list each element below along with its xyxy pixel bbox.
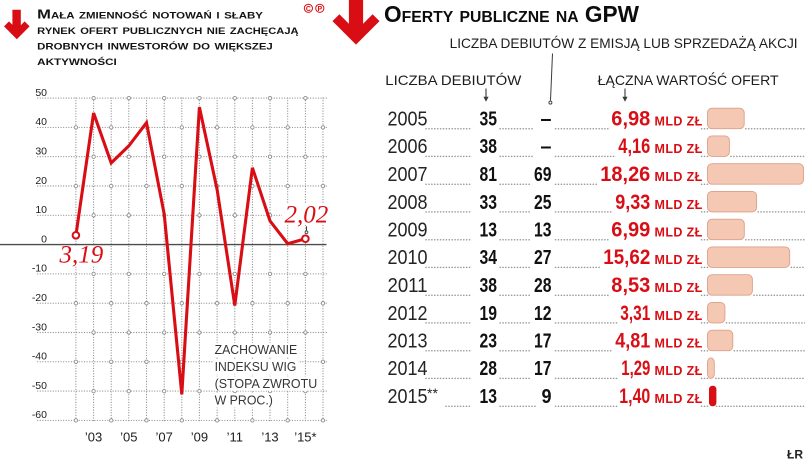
svg-text:2009: 2009 [388,220,428,242]
svg-text:35: 35 [480,109,498,131]
svg-text:**: ** [427,385,438,401]
svg-text:’07: ’07 [156,430,173,445]
svg-text:-40: -40 [32,351,47,363]
svg-text:MLD ZŁ: MLD ZŁ [655,364,703,378]
svg-text:MLD ZŁ: MLD ZŁ [655,309,703,323]
svg-text:30: 30 [35,146,47,158]
svg-text:6,98: 6,98 [611,107,650,131]
svg-text:2012: 2012 [388,303,428,325]
svg-text:ŁR: ŁR [787,448,803,460]
svg-text:12: 12 [534,303,552,325]
svg-text:(STOPA ZWROTU: (STOPA ZWROTU [215,376,318,391]
svg-text:ŁĄCZNA WARTOŚĆ OFERT: ŁĄCZNA WARTOŚĆ OFERT [598,71,779,88]
svg-text:19: 19 [480,303,498,325]
svg-text:C: C [306,6,311,13]
svg-text:50: 50 [35,87,47,99]
svg-text:3,19: 3,19 [59,242,104,269]
svg-text:ZACHOWANIE: ZACHOWANIE [215,342,298,357]
svg-text:’03: ’03 [85,430,102,445]
svg-text:LICZBA DEBIUTÓW Z EMISJĄ LUB S: LICZBA DEBIUTÓW Z EMISJĄ LUB SPRZEDAŻĄ A… [450,34,798,51]
svg-text:38: 38 [480,275,498,297]
svg-text:MLD ZŁ: MLD ZŁ [655,198,703,212]
svg-text:’11: ’11 [227,430,243,445]
svg-text:2013: 2013 [388,331,428,353]
svg-text:28: 28 [534,275,552,297]
svg-text:–: – [540,136,551,158]
svg-text:40: 40 [35,116,47,128]
svg-text:-30: -30 [32,321,47,333]
svg-text:2008: 2008 [388,192,428,214]
svg-text:81: 81 [480,164,498,186]
svg-text:27: 27 [534,247,552,269]
svg-text:drobnych inwestorów do większe: drobnych inwestorów do większej [37,37,273,52]
svg-text:-10: -10 [32,263,47,275]
svg-text:–: – [540,109,551,131]
svg-text:aktywności: aktywności [37,53,117,68]
svg-text:MLD ZŁ: MLD ZŁ [655,253,703,267]
svg-text:2011: 2011 [388,275,428,297]
svg-text:rynek ofert publicznych nie za: rynek ofert publicznych nie zachęcają [37,22,299,37]
svg-text:4,81: 4,81 [615,329,650,353]
svg-text:MLD ZŁ: MLD ZŁ [655,281,703,295]
svg-text:LICZBA DEBIUTÓW: LICZBA DEBIUTÓW [385,72,522,88]
svg-text:13: 13 [480,220,498,242]
svg-text:17: 17 [534,331,552,353]
svg-text:-20: -20 [32,292,47,304]
svg-text:28: 28 [480,358,498,380]
svg-text:1,29: 1,29 [621,356,650,380]
svg-text:-60: -60 [32,409,47,421]
svg-text:MLD ZŁ: MLD ZŁ [655,142,703,156]
svg-text:’15*: ’15* [294,430,316,445]
svg-text:33: 33 [480,192,498,214]
svg-text:13: 13 [480,386,498,408]
svg-text:MLD ZŁ: MLD ZŁ [655,170,703,184]
svg-text:17: 17 [534,358,552,380]
svg-text:Oferty publiczne na GPW: Oferty publiczne na GPW [384,1,639,27]
svg-text:8,53: 8,53 [611,273,650,297]
svg-text:34: 34 [480,247,498,269]
svg-text:9,33: 9,33 [615,190,650,214]
svg-text:13: 13 [534,220,552,242]
svg-text:38: 38 [480,136,498,158]
svg-text:20: 20 [35,175,47,187]
svg-text:9: 9 [542,386,552,408]
svg-text:MLD ZŁ: MLD ZŁ [655,226,703,240]
svg-text:25: 25 [534,192,552,214]
svg-text:15,62: 15,62 [603,245,650,269]
svg-text:23: 23 [480,331,498,353]
svg-text:2006: 2006 [388,136,428,158]
svg-text:69: 69 [534,164,552,186]
svg-text:2005: 2005 [388,109,428,131]
svg-text:MLD ZŁ: MLD ZŁ [655,337,703,351]
svg-text:MLD ZŁ: MLD ZŁ [655,392,703,406]
svg-text:’09: ’09 [191,430,208,445]
svg-text:Mała zmienność notowań i słaby: Mała zmienność notowań i słaby [37,7,263,22]
svg-text:’13: ’13 [261,430,278,445]
svg-text:18,26: 18,26 [600,162,650,186]
svg-text:2007: 2007 [388,164,428,186]
svg-text:MLD ZŁ: MLD ZŁ [655,115,703,129]
svg-text:2010: 2010 [388,247,428,269]
svg-text:INDEKSU WIG: INDEKSU WIG [215,359,297,374]
svg-text:2015: 2015 [388,386,428,408]
svg-text:4,16: 4,16 [618,134,650,158]
svg-text:2,02: 2,02 [285,201,329,228]
svg-text:1,40: 1,40 [619,384,650,408]
svg-text:3,31: 3,31 [620,301,650,325]
svg-text:0: 0 [41,233,47,245]
svg-text:10: 10 [35,204,47,216]
svg-text:6,99: 6,99 [611,218,650,242]
svg-text:’05: ’05 [120,430,137,445]
svg-text:W PROC.): W PROC.) [215,393,273,408]
svg-text:P: P [317,6,322,13]
svg-text:-50: -50 [32,380,47,392]
svg-text:2014: 2014 [388,358,428,380]
